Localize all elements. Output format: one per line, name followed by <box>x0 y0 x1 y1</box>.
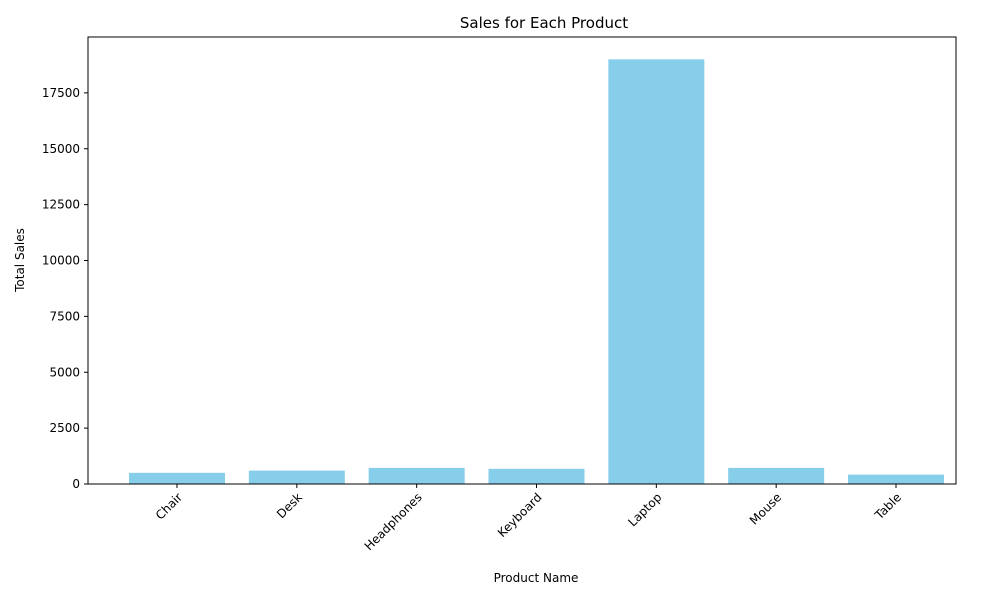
y-tick-label: 0 <box>72 477 80 491</box>
x-tick-label: Laptop <box>625 490 664 529</box>
x-axis-label: Product Name <box>494 571 579 585</box>
bars-group <box>129 59 944 484</box>
x-axis-ticks: Chair Desk Headphones Keyboard Laptop Mouse Ta… <box>153 484 904 553</box>
y-axis-ticks: 0 2500 5000 7500 10000 12500 15000 17500 <box>42 86 88 491</box>
bar-mouse <box>728 467 825 484</box>
bar-laptop <box>608 59 705 484</box>
x-tick-label: Table <box>872 490 905 523</box>
x-tick-label: Keyboard <box>495 490 545 540</box>
x-tick-label: Chair <box>153 490 185 522</box>
y-tick-label: 7500 <box>49 309 80 323</box>
y-tick-label: 2500 <box>49 421 80 435</box>
plot-frame <box>87 36 957 485</box>
y-tick-label: 10000 <box>42 254 80 268</box>
x-tick-label: Mouse <box>747 490 784 527</box>
bar-table <box>848 474 944 484</box>
y-tick-label: 5000 <box>49 365 80 379</box>
y-tick-label: 12500 <box>42 198 80 212</box>
x-tick-label: Headphones <box>362 490 425 553</box>
bar-keyboard <box>488 468 585 484</box>
y-tick-label: 15000 <box>42 142 80 156</box>
bar-chair <box>129 472 225 484</box>
x-tick-label: Desk <box>274 490 305 521</box>
chart-title: Sales for Each Product <box>460 14 628 32</box>
bar-desk <box>248 470 345 484</box>
y-axis-label: Total Sales <box>13 228 27 293</box>
y-tick-label: 17500 <box>42 86 80 100</box>
bar-headphones <box>368 467 465 484</box>
